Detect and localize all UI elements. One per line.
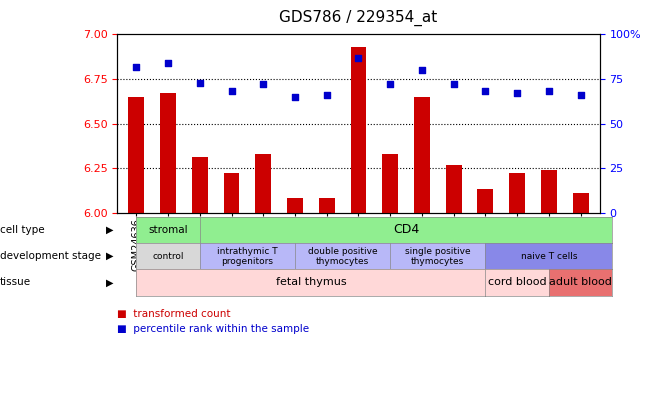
Text: intrathymic T
progenitors: intrathymic T progenitors <box>217 247 277 266</box>
Bar <box>255 154 271 213</box>
Point <box>258 81 269 87</box>
Point <box>512 90 523 96</box>
Text: ■  transformed count: ■ transformed count <box>117 309 230 319</box>
Point <box>322 92 332 98</box>
Bar <box>319 198 334 213</box>
Text: stromal: stromal <box>148 225 188 235</box>
Text: ■  percentile rank within the sample: ■ percentile rank within the sample <box>117 324 310 334</box>
Text: tissue: tissue <box>0 277 31 288</box>
Bar <box>129 97 144 213</box>
Bar <box>287 198 303 213</box>
Text: control: control <box>152 252 184 261</box>
Text: cell type: cell type <box>0 225 45 235</box>
Text: CD4: CD4 <box>393 223 419 237</box>
Point <box>448 81 459 87</box>
Point <box>194 79 205 86</box>
Bar <box>446 164 462 213</box>
Point <box>417 67 427 73</box>
Text: fetal thymus: fetal thymus <box>275 277 346 288</box>
Point <box>289 94 300 100</box>
Text: cord blood: cord blood <box>488 277 547 288</box>
Point <box>163 60 174 66</box>
Bar <box>509 173 525 213</box>
Text: ▶: ▶ <box>107 251 114 261</box>
Point <box>543 88 554 95</box>
Point <box>353 54 364 61</box>
Bar <box>478 190 493 213</box>
Text: single positive
thymocytes: single positive thymocytes <box>405 247 470 266</box>
Text: ▶: ▶ <box>107 225 114 235</box>
Text: adult blood: adult blood <box>549 277 612 288</box>
Bar <box>224 173 239 213</box>
Text: naive T cells: naive T cells <box>521 252 577 261</box>
Bar <box>541 170 557 213</box>
Bar <box>573 193 588 213</box>
Text: GDS786 / 229354_at: GDS786 / 229354_at <box>279 10 438 26</box>
Point <box>576 92 586 98</box>
Text: development stage: development stage <box>0 251 101 261</box>
Point <box>131 63 141 70</box>
Point <box>226 88 237 95</box>
Text: ▶: ▶ <box>107 277 114 288</box>
Point <box>385 81 395 87</box>
Bar <box>350 47 366 213</box>
Point <box>480 88 490 95</box>
Bar <box>160 93 176 213</box>
Bar <box>414 97 430 213</box>
Bar <box>192 158 208 213</box>
Bar <box>383 154 398 213</box>
Text: double positive
thymocytes: double positive thymocytes <box>308 247 377 266</box>
